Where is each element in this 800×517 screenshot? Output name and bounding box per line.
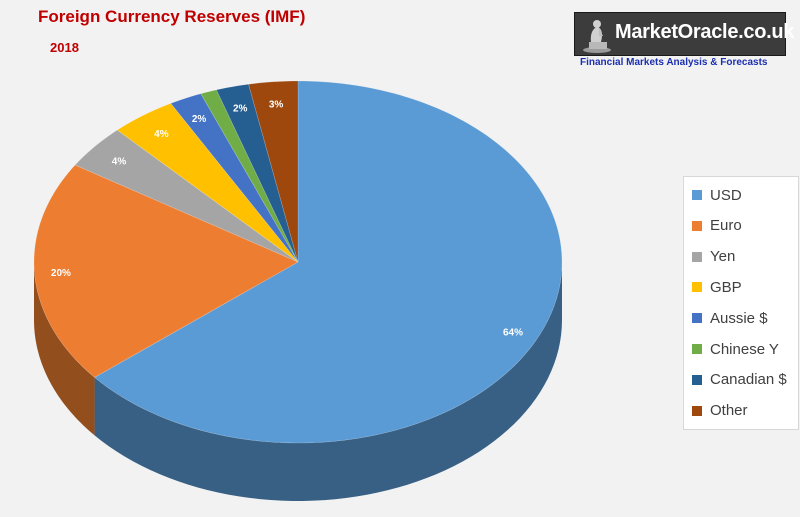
pie-data-label: 20%: [51, 268, 71, 279]
legend-item: USD: [692, 185, 742, 205]
legend-swatch: [692, 374, 702, 385]
pie-side-usd: [94, 262, 562, 501]
pie-labels: 64% 20% 4% 4% 2% 2% 3%: [51, 99, 523, 338]
legend-item: Other: [692, 401, 748, 421]
legend-label: Aussie $: [710, 309, 768, 327]
brand-name: MarketOracle.co.uk: [615, 21, 795, 43]
legend-item: Euro: [692, 216, 742, 236]
pie-slice-euro: [33, 164, 299, 378]
legend-item: GBP: [692, 277, 742, 297]
legend-swatch: [692, 344, 702, 354]
legend-swatch: [692, 313, 702, 324]
chart-legend: USD Euro Yen GBP Aussie $ Chinese Y Canadian $…: [683, 176, 799, 430]
chart-subtitle: 2018: [50, 40, 79, 55]
pie-chart: 64% 20% 4% 4% 2% 2% 3%: [33, 80, 563, 501]
pie-slice-gbp: [116, 103, 299, 263]
legend-swatch: [692, 405, 702, 416]
brand-banner: MarketOracle.co.uk: [574, 12, 794, 56]
pie-data-label: 4%: [112, 157, 127, 168]
pie-slice-other: [248, 80, 299, 263]
brand-logo: MarketOracle.co.uk Financial Markets Ana…: [574, 12, 794, 69]
pie-data-label: 3%: [269, 99, 284, 110]
legend-label: Chinese Y: [710, 340, 779, 358]
legend-label: Euro: [710, 217, 742, 235]
pie-slices: [33, 80, 563, 444]
legend-label: Canadian $: [710, 371, 787, 389]
legend-swatch: [692, 282, 702, 293]
legend-swatch: [692, 190, 702, 200]
chart-title: Foreign Currency Reserves (IMF): [38, 7, 306, 26]
pie-data-label: 2%: [233, 104, 248, 115]
legend-item: Yen: [692, 247, 735, 267]
legend-swatch: [692, 220, 702, 231]
pie-data-label: 64%: [503, 327, 523, 338]
pie-slice-yen: [74, 129, 299, 263]
brand-tagline: Financial Markets Analysis & Forecasts: [580, 57, 768, 68]
legend-item: Aussie $: [692, 308, 768, 328]
pie-slice-canadian: [215, 83, 299, 263]
pie-sides: [34, 262, 562, 501]
thinker-statue-icon: [583, 20, 611, 53]
legend-label: USD: [710, 186, 742, 204]
legend-swatch: [692, 251, 702, 262]
legend-label: Yen: [710, 248, 736, 266]
legend-item: Canadian $: [692, 370, 787, 390]
pie-side-euro: [34, 262, 95, 436]
pie-slice-usd: [94, 80, 563, 444]
legend-label: GBP: [710, 278, 742, 296]
legend-label: Other: [710, 402, 748, 420]
pie-data-label: 4%: [154, 129, 169, 140]
pie-data-label: 2%: [192, 114, 207, 125]
pie-slice-aussie: [170, 93, 299, 263]
legend-item: Chinese Y: [692, 339, 779, 359]
